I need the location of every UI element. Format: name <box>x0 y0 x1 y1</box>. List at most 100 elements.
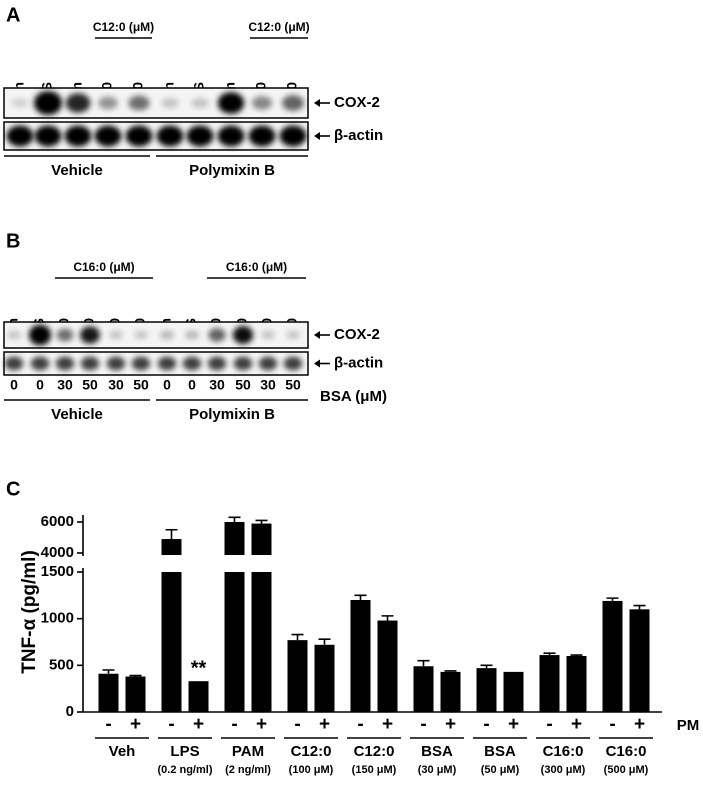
y-tick-label: 1000 <box>41 610 74 627</box>
bsa-value: 50 <box>133 377 149 393</box>
band <box>282 95 304 111</box>
error-bar <box>291 633 304 641</box>
band <box>55 356 75 371</box>
y-tick-label: 0 <box>66 703 74 720</box>
band <box>65 93 91 113</box>
error-bar <box>255 519 268 524</box>
bar <box>440 671 461 712</box>
band <box>157 356 177 371</box>
x-tick-label: LPS <box>170 743 199 760</box>
error-bar <box>381 615 394 621</box>
band-label: COX-2 <box>334 94 380 111</box>
bar <box>413 666 434 712</box>
series-sign: + <box>319 714 330 735</box>
series-sign: - <box>609 714 615 735</box>
bar <box>476 668 497 712</box>
band <box>7 330 21 340</box>
bsa-value: 50 <box>285 377 301 393</box>
bsa-value: 30 <box>108 377 124 393</box>
panel-label: B <box>6 230 20 252</box>
bar <box>98 673 119 712</box>
series-sign: + <box>193 714 204 735</box>
x-tick-label: C12:0 <box>291 743 332 760</box>
x-tick-sublabel: (300 μM) <box>541 764 586 776</box>
panel-label: C <box>6 478 20 500</box>
error-bar <box>480 664 493 669</box>
bar <box>377 620 398 712</box>
x-tick-sublabel: (150 μM) <box>352 764 397 776</box>
band <box>34 125 62 147</box>
error-bar <box>228 516 241 522</box>
error-bar <box>444 670 457 672</box>
series-sign: - <box>105 714 111 735</box>
band-label: β-actin <box>334 127 383 144</box>
band <box>161 98 179 108</box>
arrow-head <box>314 132 320 140</box>
band <box>258 356 278 371</box>
x-tick-sublabel: (30 μM) <box>418 764 457 776</box>
x-tick-sublabel: (500 μM) <box>604 764 649 776</box>
band <box>156 125 184 147</box>
bar <box>251 572 272 712</box>
y-tick-label: 4000 <box>41 544 74 561</box>
band <box>56 328 74 342</box>
bar <box>314 644 335 712</box>
bsa-label: BSA (μM) <box>320 388 387 405</box>
error-bar <box>606 597 619 601</box>
bar <box>224 572 245 712</box>
bar <box>602 600 623 712</box>
band <box>34 91 62 115</box>
band <box>191 98 209 108</box>
blot-strip <box>3 321 309 349</box>
error-bar <box>543 652 556 656</box>
series-sign: - <box>483 714 489 735</box>
series-sign: - <box>294 714 300 735</box>
band <box>182 356 202 371</box>
band <box>6 125 34 147</box>
y-tick-label: 500 <box>49 656 74 673</box>
error-bar <box>417 659 430 667</box>
series-sign: + <box>634 714 645 735</box>
y-axis-title: TNF-α (pg/ml) <box>19 550 40 674</box>
x-tick-label: PAM <box>232 743 264 760</box>
band <box>184 330 200 340</box>
x-tick-label: Veh <box>109 743 136 760</box>
series-sign: - <box>546 714 552 735</box>
series-sign: - <box>357 714 363 735</box>
band <box>217 125 245 147</box>
treatment-header: C12:0 (μM) <box>93 20 154 34</box>
arrow-head <box>314 99 320 107</box>
bsa-value: 0 <box>10 377 18 393</box>
y-tick-label: 1500 <box>41 563 74 580</box>
x-tick-label: C16:0 <box>606 743 647 760</box>
bar <box>161 539 182 555</box>
treatment-header: C12:0 (μM) <box>248 20 309 34</box>
series-sign: - <box>231 714 237 735</box>
bar <box>224 522 245 555</box>
band <box>29 324 51 346</box>
band <box>159 330 175 340</box>
bar <box>287 640 308 712</box>
legend-label: PM <box>677 717 700 734</box>
treatment-header: C16:0 (μM) <box>73 260 134 274</box>
x-tick-sublabel: (0.2 ng/ml) <box>157 764 212 776</box>
bsa-value: 30 <box>260 377 276 393</box>
error-bar <box>129 674 142 677</box>
series-sign: + <box>382 714 393 735</box>
error-bar <box>102 669 115 674</box>
x-tick-label: C12:0 <box>354 743 395 760</box>
band <box>94 125 122 147</box>
group-label: Polymixin B <box>189 162 275 179</box>
bsa-value: 30 <box>57 377 73 393</box>
band <box>207 356 227 371</box>
error-bar <box>165 528 178 540</box>
bsa-value: 0 <box>163 377 171 393</box>
band-label: β-actin <box>334 354 383 371</box>
blot-strip <box>3 351 309 376</box>
band <box>30 356 50 371</box>
band <box>208 328 226 342</box>
y-tick-label: 6000 <box>41 513 74 530</box>
band <box>232 325 254 345</box>
series-sign: + <box>130 714 141 735</box>
